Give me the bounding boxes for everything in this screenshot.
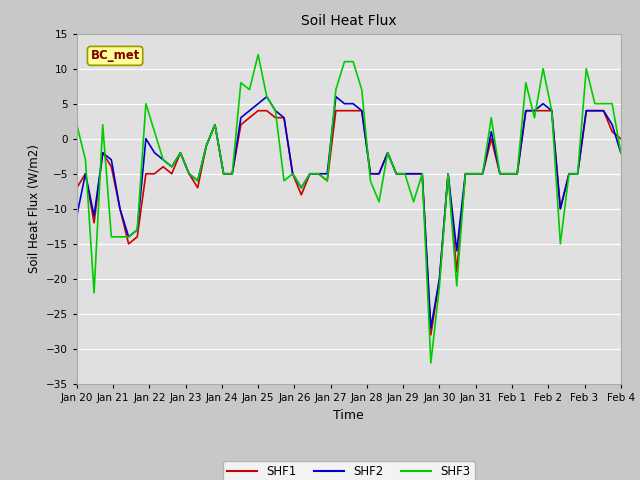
SHF3 bbox=[142, 101, 150, 107]
SHF3 bbox=[349, 59, 357, 64]
Y-axis label: Soil Heat Flux (W/m2): Soil Heat Flux (W/m2) bbox=[28, 144, 40, 273]
SHF1 bbox=[427, 332, 435, 338]
SHF3 bbox=[254, 52, 262, 58]
Line: SHF3: SHF3 bbox=[77, 55, 621, 363]
SHF2 bbox=[306, 171, 314, 177]
SHF3 bbox=[617, 150, 625, 156]
SHF1 bbox=[444, 171, 452, 177]
SHF3 bbox=[306, 171, 314, 177]
Legend: SHF1, SHF2, SHF3: SHF1, SHF2, SHF3 bbox=[223, 461, 475, 480]
SHF1 bbox=[73, 185, 81, 191]
Line: SHF1: SHF1 bbox=[77, 111, 621, 335]
SHF2 bbox=[436, 276, 444, 282]
Line: SHF2: SHF2 bbox=[77, 96, 621, 328]
SHF1 bbox=[436, 276, 444, 282]
SHF3 bbox=[384, 150, 392, 156]
SHF3 bbox=[436, 283, 444, 289]
SHF2 bbox=[427, 325, 435, 331]
Text: BC_met: BC_met bbox=[90, 49, 140, 62]
Title: Soil Heat Flux: Soil Heat Flux bbox=[301, 14, 397, 28]
SHF1 bbox=[384, 150, 392, 156]
SHF2 bbox=[349, 101, 357, 107]
SHF2 bbox=[384, 150, 392, 156]
SHF3 bbox=[444, 171, 452, 177]
SHF1 bbox=[142, 171, 150, 177]
SHF2 bbox=[142, 136, 150, 142]
SHF2 bbox=[263, 94, 271, 99]
SHF1 bbox=[254, 108, 262, 114]
SHF3 bbox=[427, 360, 435, 366]
X-axis label: Time: Time bbox=[333, 408, 364, 421]
SHF3 bbox=[73, 122, 81, 128]
SHF2 bbox=[617, 150, 625, 156]
SHF2 bbox=[73, 213, 81, 219]
SHF1 bbox=[306, 171, 314, 177]
SHF2 bbox=[444, 171, 452, 177]
SHF1 bbox=[349, 108, 357, 114]
SHF1 bbox=[617, 136, 625, 142]
